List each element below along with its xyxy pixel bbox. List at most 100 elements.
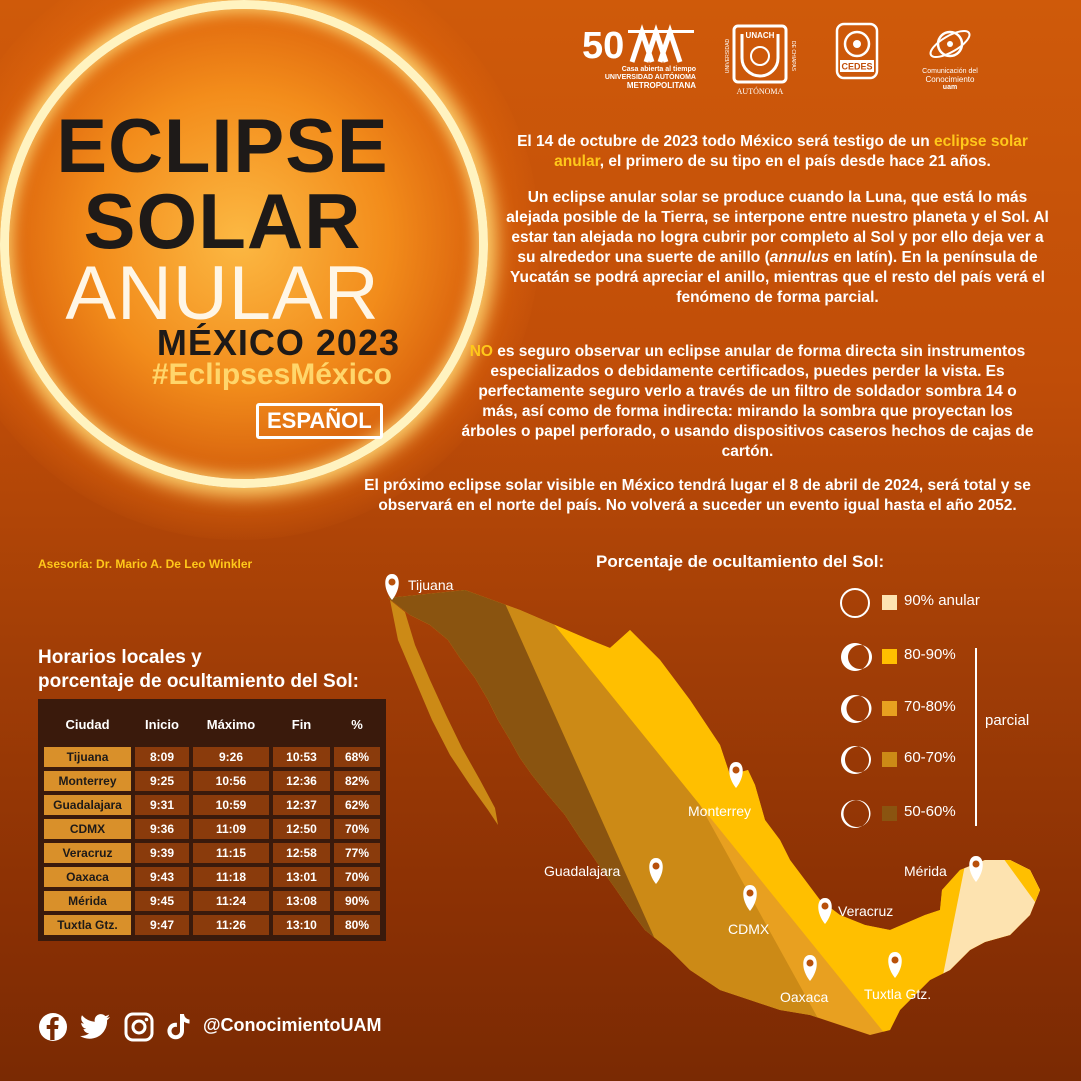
parcial-bracket: [975, 648, 977, 826]
cell-end: 12:36: [273, 771, 330, 791]
map-pin-icon: [729, 762, 743, 788]
cell-start: 9:47: [135, 915, 189, 935]
p1-text-a: El 14 de octubre de 2023 todo México ser…: [517, 133, 934, 150]
p1-highlight: eclipse solar anular: [554, 133, 1028, 170]
city-marker: Oaxaca: [780, 955, 828, 1005]
cell-start: 8:09: [135, 747, 189, 767]
city-marker: Guadalajara: [544, 858, 663, 884]
cell-end: 13:01: [273, 867, 330, 887]
cell-percent: 70%: [334, 819, 380, 839]
unach-left: UNIVERSIDAD: [725, 39, 731, 74]
unach-right: DE CHIAPAS: [790, 41, 796, 72]
p3-highlight: NO: [469, 343, 493, 360]
p2-italic: annulus: [769, 249, 830, 266]
legend-swatch: [882, 806, 897, 821]
unach-bottom: AUTÓNOMA: [736, 87, 784, 96]
instagram-icon[interactable]: [124, 1012, 154, 1042]
cell-max: 9:26: [193, 747, 269, 767]
paragraph-safety: NO es seguro observar un eclipse anular …: [460, 342, 1035, 462]
uam-sub1: Casa abierta al tiempo: [621, 66, 696, 73]
cell-percent: 80%: [334, 915, 380, 935]
svg-text:50: 50: [582, 25, 624, 66]
cell-max: 11:18: [193, 867, 269, 887]
header-fin: Fin: [273, 705, 330, 743]
cell-percent: 77%: [334, 843, 380, 863]
cell-end: 10:53: [273, 747, 330, 767]
legend-item-80-90: 80-90%: [838, 640, 956, 674]
map-pin-icon: [743, 885, 757, 911]
parcial-label: parcial: [985, 712, 1030, 729]
pin-dot: [746, 889, 754, 897]
city-label: CDMX: [728, 921, 770, 937]
cell-end: 13:08: [273, 891, 330, 911]
pin-dot: [972, 860, 980, 868]
city-label: Guadalajara: [544, 863, 620, 879]
title-solar: SOLAR: [83, 177, 362, 265]
legend-item-70-80: 70-80%: [838, 692, 956, 726]
cell-percent: 68%: [334, 747, 380, 767]
cell-city: Tijuana: [44, 747, 131, 767]
header-inicio: Inicio: [135, 705, 189, 743]
p2-text-a: Un eclipse anular solar se produce cuand…: [506, 189, 1049, 266]
baja-california: [390, 600, 498, 825]
cell-end: 12:50: [273, 819, 330, 839]
city-pins: Tijuana Monterrey Guadalajara CDMX Veracruz O…: [385, 574, 983, 1005]
advisor-credit: Asesoría: Dr. Mario A. De Leo Winkler: [38, 557, 253, 571]
table-title-line1: Horarios locales y: [38, 647, 202, 668]
city-marker: Mérida: [904, 856, 983, 882]
band-80-90-east: [990, 830, 1040, 950]
legend-swatch: [882, 595, 897, 610]
title-mexico-2023: MÉXICO 2023: [156, 322, 400, 363]
schedule-table: Ciudad Inicio Máximo Fin % Tijuana 8:09 9:…: [38, 699, 386, 941]
social-handle[interactable]: @ConocimientoUAM: [203, 1015, 382, 1035]
annular-ring-icon: [840, 588, 870, 618]
crescent-icon: [841, 695, 872, 723]
eclipse-ring: [0, 0, 488, 488]
map-pin-icon: [969, 856, 983, 882]
cell-city: Tuxtla Gtz.: [44, 915, 131, 935]
p2-text-b: en latín). En la península de Yucatán se…: [510, 249, 1045, 306]
cell-start: 9:43: [135, 867, 189, 887]
cell-max: 11:26: [193, 915, 269, 935]
pin-dot: [652, 862, 660, 870]
cell-percent: 62%: [334, 795, 380, 815]
cell-max: 10:56: [193, 771, 269, 791]
cell-start: 9:25: [135, 771, 189, 791]
city-label: Monterrey: [688, 803, 751, 819]
legend-item-50-60: 50-60%: [838, 797, 956, 831]
legend-swatch: [882, 701, 897, 716]
city-label: Tijuana: [408, 577, 454, 593]
crescent-icon: [841, 643, 872, 671]
cell-max: 11:24: [193, 891, 269, 911]
header-percent: %: [334, 705, 380, 743]
p3-text: es seguro observar un eclipse anular de …: [461, 343, 1034, 460]
map-pin-icon: [888, 952, 902, 978]
hashtag: #EclipsesMéxico: [151, 358, 392, 391]
uam-sub3: METROPOLITANA: [626, 81, 696, 90]
cell-start: 9:39: [135, 843, 189, 863]
table-header-row: Ciudad Inicio Máximo Fin %: [44, 705, 380, 743]
twitter-icon[interactable]: [78, 1012, 112, 1042]
city-label: Oaxaca: [780, 989, 828, 1005]
table-row: Mérida 9:45 11:24 13:08 90%: [44, 891, 380, 911]
city-marker: CDMX: [728, 885, 770, 937]
conoc-line2: Conocimiento: [925, 75, 975, 84]
map-pin-icon: [385, 574, 399, 600]
cell-percent: 90%: [334, 891, 380, 911]
pin-dot: [821, 902, 829, 910]
legend-label: 50-60%: [904, 803, 956, 820]
facebook-icon[interactable]: [38, 1012, 68, 1042]
table-row: Tuxtla Gtz. 9:47 11:26 13:10 80%: [44, 915, 380, 935]
city-marker: Veracruz: [818, 898, 893, 924]
cell-max: 11:15: [193, 843, 269, 863]
pin-dot: [806, 959, 814, 967]
city-marker: Monterrey: [688, 762, 751, 819]
title-eclipse: ECLIPSE: [56, 104, 389, 189]
table-row: CDMX 9:36 11:09 12:50 70%: [44, 819, 380, 839]
cell-percent: 70%: [334, 867, 380, 887]
tiktok-icon[interactable]: [164, 1012, 194, 1042]
unach-name: UNACH: [746, 31, 775, 40]
paragraph-next-eclipse: El próximo eclipse solar visible en Méxi…: [364, 477, 1031, 514]
cell-end: 12:58: [273, 843, 330, 863]
cell-city: Guadalajara: [44, 795, 131, 815]
